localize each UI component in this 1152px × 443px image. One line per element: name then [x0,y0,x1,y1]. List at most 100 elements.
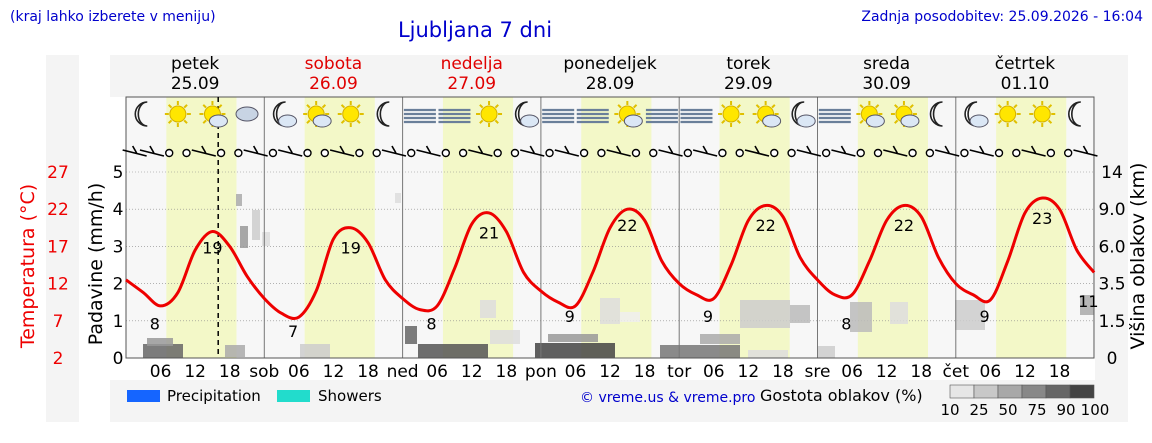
daylight-band [304,97,375,358]
temperature-value-label: 22 [617,216,637,235]
calm-icon [735,148,744,158]
temperature-value-label: 7 [288,322,298,341]
right-axis-panel [1095,97,1128,422]
calm-icon [787,148,796,158]
cloud-block [240,226,248,248]
wind-barb-icon [934,145,960,157]
cloud-density-swatch [997,384,1023,399]
cloud-height-tick-label: 3.5 [1098,275,1125,295]
time-axis: 06 12 18 06 12 18 sob 06 12 18 ned 06 12 18 pon 06 12 18 t… [150,362,1071,382]
fog-icon [645,108,678,124]
wind-barb-icon [658,145,683,157]
cloud-block [480,300,496,318]
hour-tick-label: 06 [426,362,448,382]
cloud-block [300,344,330,358]
cloud-block [955,300,985,330]
day-name: petek [171,54,219,74]
cloud-block [748,350,788,358]
sun-icon [1029,101,1056,127]
precipitation-axis-title: Padavine (mm/h) [85,183,107,346]
cloud-density-swatch [1045,384,1071,399]
hour-tick-label: 06 [703,362,725,382]
precipitation-tick-label: 0 [113,349,124,369]
cloud-density-level-label: 25 [969,401,988,419]
calm-icon [510,148,520,158]
calm-icon [165,148,174,158]
calm-icon [545,148,554,158]
day-name: ponedeljek [563,54,657,74]
day-tick-label: sre [805,362,831,382]
temperature-tick-label: 22 [47,200,69,220]
showers-legend-label: Showers [318,387,382,405]
partly-cloudy-icon [303,101,332,128]
fog-icon [576,108,609,124]
sun-icon [337,101,364,127]
calm-icon [683,148,693,158]
wind-barb-icon [122,145,147,157]
precipitation-legend-swatch [127,390,160,402]
moon-cloud-icon [791,101,816,128]
calm-icon [372,148,381,158]
hour-tick-label: 06 [565,362,587,382]
calm-icon [1046,148,1056,158]
hour-tick-label: 18 [1049,362,1071,382]
temperature-value-label: 9 [565,307,575,326]
cloud-density-level-label: 10 [940,401,959,419]
cloud-height-tick-label: 14 [1101,163,1123,183]
calm-icon [925,148,935,158]
calm-icon [597,148,606,158]
fog-icon [818,108,851,124]
day-name: sobota [305,54,363,74]
temperature-value-label: 9 [703,307,713,326]
wind-barb-icon [468,145,493,157]
calm-icon [441,148,451,158]
day-tick-label: sob [249,362,279,382]
calm-icon [579,148,589,158]
plot-frame [125,96,1095,359]
day-name: sreda [863,54,910,74]
day-date: 01.10 [1001,74,1050,94]
day-name: torek [726,54,770,74]
wind-barb-icon [796,145,822,157]
page-title: Ljubljana 7 dni [398,18,552,42]
copyright-link[interactable]: © vreme.us & vreme.pro [580,390,755,406]
temperature-value-label: 22 [755,216,775,235]
cloud-block [817,346,835,358]
cloud-block [620,312,640,322]
cloud-height-tick-label: 0 [1107,349,1118,369]
calm-icon [873,148,883,158]
day-tick-label: ned [387,362,419,382]
cloud-block [1080,295,1094,315]
daylight-band [166,97,237,358]
region-hint[interactable]: (kraj lahko izberete v meniju) [10,9,216,25]
day-date: 25.09 [171,74,220,94]
hour-tick-label: 12 [184,362,206,382]
temperature-tick-label: 17 [47,237,69,257]
calm-icon [631,148,641,158]
cloud-block [225,345,245,357]
wind-barb-icon [139,145,165,157]
hour-tick-label: 12 [323,362,345,382]
cloud-density-level-label: 75 [1027,401,1046,419]
temperature-tick-label: 7 [53,312,64,332]
cloud-density-blocks [143,193,1094,358]
top-panel [110,55,1128,97]
moon-cloud-icon [514,101,540,128]
calm-icon [182,148,191,158]
cloud-density-legend: 10 25 50 75 90 100 [940,384,1109,419]
hour-tick-label: 18 [219,362,241,382]
day-separators [125,96,1095,359]
cloud-block [418,344,488,358]
wind-barb-icon [554,145,580,157]
partly-cloudy-icon [199,101,228,128]
hour-tick-label: 18 [634,362,656,382]
calm-icon [234,148,243,158]
calm-icon [960,148,969,158]
calm-icon [994,148,1004,158]
temperature-value-labels: 8 19 7 19 8 21 9 22 9 22 8 22 9 23 11 [150,209,1099,341]
daylight-band [442,97,514,358]
